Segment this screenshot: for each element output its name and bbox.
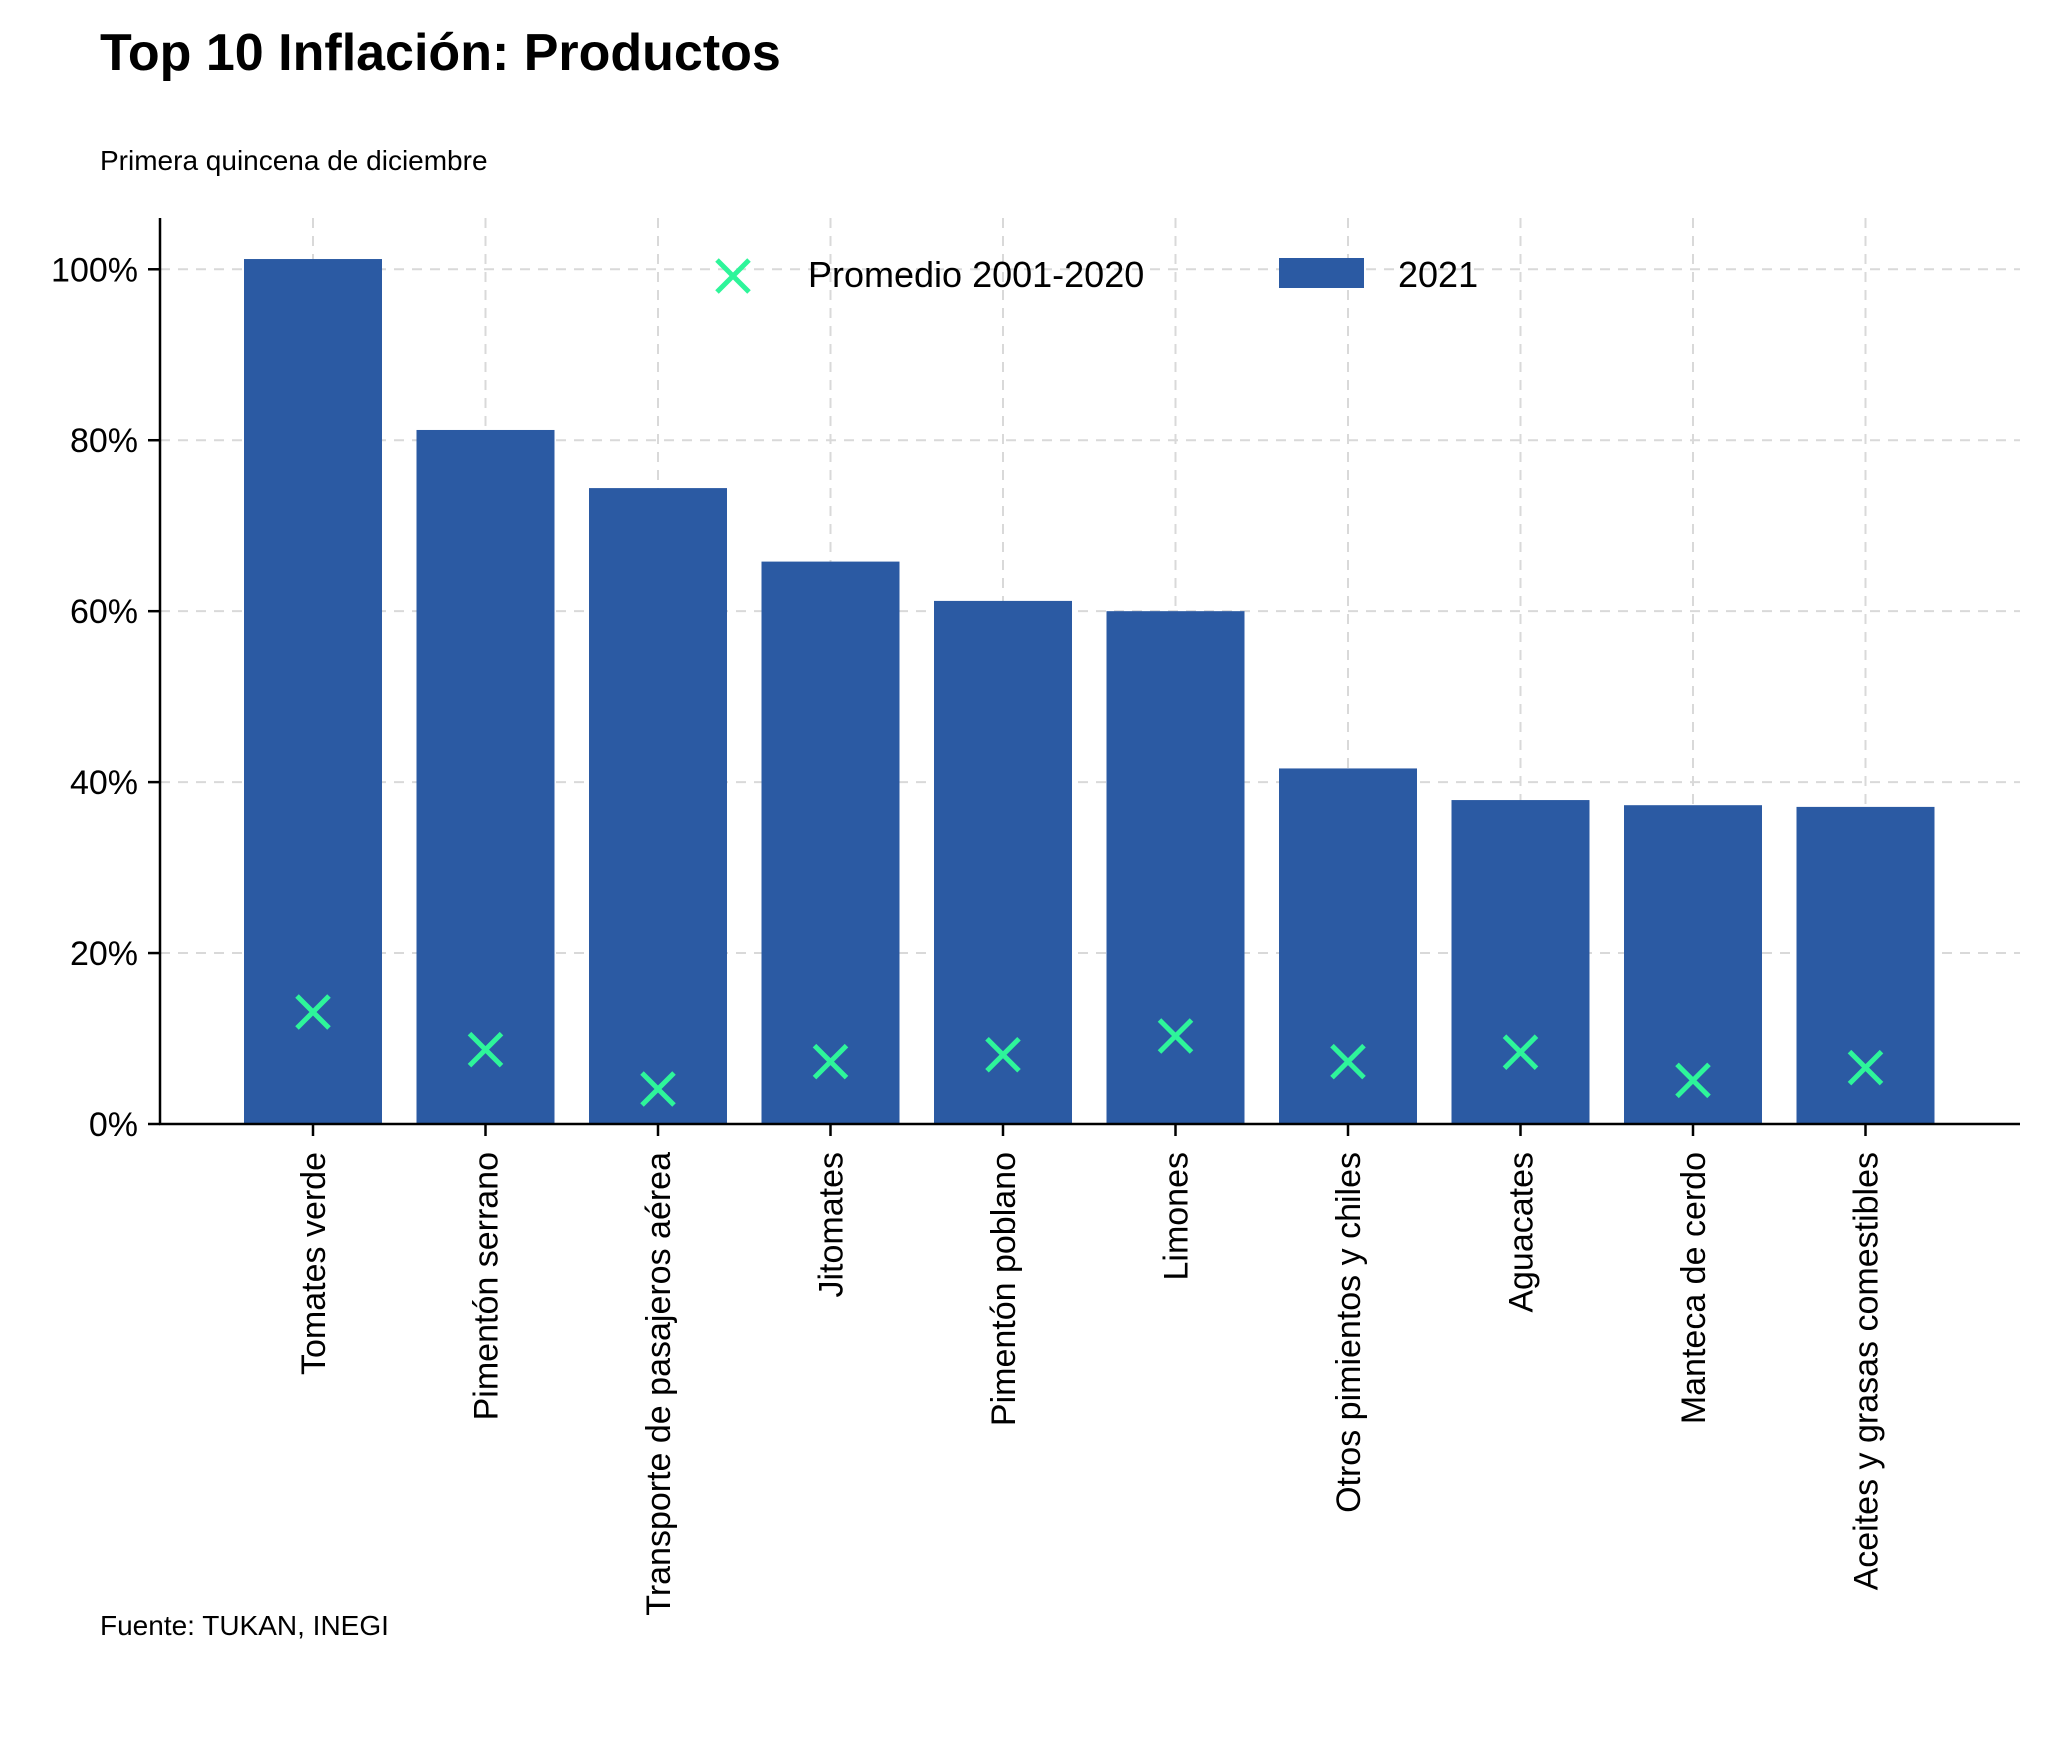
bar-1 [416,429,555,1124]
marker-6 [1330,1043,1366,1080]
marker-7 [1502,1034,1539,1070]
markers [295,994,1884,1107]
chart-subtitle: Primera quincena de diciembre [100,145,488,176]
x-tick-label-8: Manteca de cerdo [1675,1152,1713,1424]
marker-0 [295,994,331,1030]
bar-5 [1106,611,1245,1124]
marker-5 [1157,1018,1194,1054]
bar-6 [1279,768,1417,1124]
chart-title: Top 10 Inflación: Productos [100,24,781,82]
bars [244,259,1935,1124]
y-tick-label-4: 80% [70,422,138,460]
bar-9 [1796,806,1935,1124]
x-tick-label-9: Aceites y grasas comestibles [1848,1152,1886,1590]
y-tick-label-5: 100% [51,251,138,289]
x-tick-label-3: Jitomates [813,1152,851,1298]
legend: Promedio 2001-2020 2021 [715,254,1478,295]
bar-3 [761,561,900,1124]
bar-2 [589,488,727,1124]
marker-9 [1847,1049,1884,1086]
y-tick-label-3: 60% [70,593,138,631]
x-tick-label-0: Tomates verde [295,1152,333,1375]
x-tick-label-1: Pimentón serrano [468,1152,506,1420]
legend-label-promedio: Promedio 2001-2020 [808,254,1144,295]
legend-x-glyph [715,258,751,294]
bar-7 [1451,800,1590,1124]
bar-0 [244,259,382,1124]
x-tick-label-4: Pimentón poblano [985,1152,1023,1426]
source-note: Fuente: TUKAN, INEGI [100,1610,389,1641]
legend-label-2021: 2021 [1398,254,1478,295]
marker-2 [640,1071,676,1107]
y-tick-label-1: 20% [70,935,138,973]
legend-x-marker-icon [715,258,751,294]
marker-4 [985,1037,1021,1073]
x-tick-label-6: Otros pimientos y chiles [1330,1152,1368,1513]
marker-1 [467,1031,504,1068]
y-tick-label-0: 0% [89,1106,138,1144]
y-ticks: 0% 20% 40% 60% 80% 100% [51,251,160,1144]
x-labels: Tomates verde Pimentón serrano Transporte … [295,1124,1886,1616]
x-tick-label-5: Limones [1158,1152,1196,1281]
bar-8 [1624,805,1762,1124]
y-tick-label-2: 40% [70,764,138,802]
marker-3 [812,1043,849,1080]
x-tick-label-7: Aguacates [1503,1152,1541,1313]
axes [158,218,2020,1126]
marker-8 [1675,1062,1711,1099]
bar-4 [934,600,1072,1124]
legend-bar-swatch [1279,258,1364,288]
x-tick-label-2: Transporte de pasajeros aérea [640,1152,678,1616]
